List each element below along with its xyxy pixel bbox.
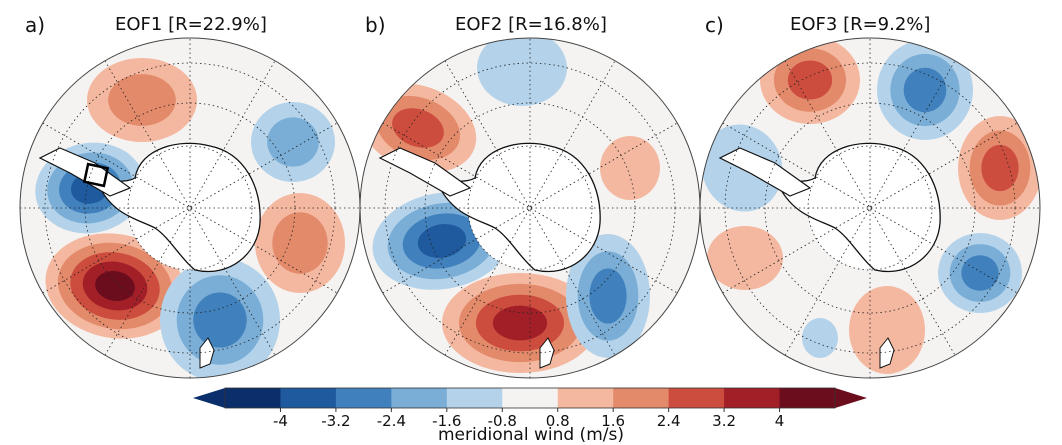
colorbar-tick-label: -2.4 bbox=[377, 412, 406, 430]
colorbar-tick-label: 3.2 bbox=[712, 412, 736, 430]
anomaly-positive bbox=[600, 136, 660, 200]
colorbar-segment bbox=[613, 388, 670, 408]
anomaly-negative bbox=[566, 234, 650, 358]
antarctic-peninsula bbox=[718, 147, 812, 197]
anomaly-positive bbox=[87, 58, 197, 142]
colorbar-frame bbox=[224, 387, 836, 409]
colorbar: -4 -3.2 -2.4 -1.6 -0.8 0.8 1.6 2.4 3.2 4 bbox=[193, 387, 867, 430]
anomaly-negative bbox=[160, 258, 280, 378]
panel-b-label: b) bbox=[365, 13, 386, 37]
polar-map-eof2 bbox=[359, 37, 701, 379]
polar-map-eof1 bbox=[19, 37, 361, 379]
colorbar-extend-min bbox=[193, 388, 225, 408]
anomaly-negative bbox=[877, 40, 973, 140]
colorbar-segment bbox=[724, 388, 781, 408]
colorbar-label: meridional wind (m/s) bbox=[438, 425, 624, 445]
antarctica-coastline bbox=[439, 142, 601, 273]
colorbar-tick-label: 4 bbox=[775, 412, 785, 430]
colorbar-tick-label: -4 bbox=[273, 412, 288, 430]
colorbar-segment bbox=[335, 388, 392, 408]
panel-a-title: EOF1 [R=22.9%] bbox=[115, 14, 267, 35]
colorbar-segment bbox=[391, 388, 448, 408]
panel-b-title: EOF2 [R=16.8%] bbox=[455, 14, 607, 35]
colorbar-segment bbox=[557, 388, 614, 408]
antarctica-coastline bbox=[99, 142, 261, 273]
colorbar-segment bbox=[502, 388, 559, 408]
colorbar-tick-label: 0.8 bbox=[546, 412, 570, 430]
anomaly-negative bbox=[251, 102, 335, 182]
colorbar-tick-label: -0.8 bbox=[488, 412, 517, 430]
colorbar-segment bbox=[225, 388, 281, 408]
anomaly-positive bbox=[45, 233, 185, 339]
panel-c-title: EOF3 [R=9.2%] bbox=[790, 14, 930, 35]
colorbar-segment bbox=[779, 388, 836, 408]
colorbar-segment bbox=[446, 388, 503, 408]
anomaly-negative bbox=[802, 318, 838, 358]
anomaly-negative bbox=[938, 233, 1022, 313]
colorbar-tick-label: -3.2 bbox=[321, 412, 350, 430]
colorbar-tick-label: -1.6 bbox=[432, 412, 461, 430]
anomaly-positive bbox=[958, 116, 1040, 220]
south-america-tip bbox=[879, 337, 895, 369]
antarctica-coastline bbox=[779, 142, 941, 273]
antarctic-peninsula bbox=[38, 147, 132, 197]
colorbar-tick-label: 2.4 bbox=[657, 412, 681, 430]
anomaly-positive bbox=[849, 286, 925, 374]
region-box bbox=[82, 162, 110, 188]
anomaly-negative bbox=[477, 38, 567, 106]
colorbar-segment bbox=[668, 388, 725, 408]
south-america-tip bbox=[199, 337, 215, 369]
colorbar-extend-max bbox=[835, 388, 867, 408]
panel-c-label: c) bbox=[705, 13, 724, 37]
colorbar-tick-label: 1.6 bbox=[601, 412, 625, 430]
anomaly-positive bbox=[707, 226, 783, 290]
polar-map-eof3 bbox=[699, 37, 1041, 379]
anomaly-positive bbox=[255, 193, 345, 293]
panel-a-label: a) bbox=[25, 13, 45, 37]
south-america-tip bbox=[539, 337, 555, 369]
antarctic-peninsula bbox=[378, 147, 472, 197]
colorbar-segment bbox=[280, 388, 337, 408]
map-outline bbox=[699, 37, 1041, 379]
